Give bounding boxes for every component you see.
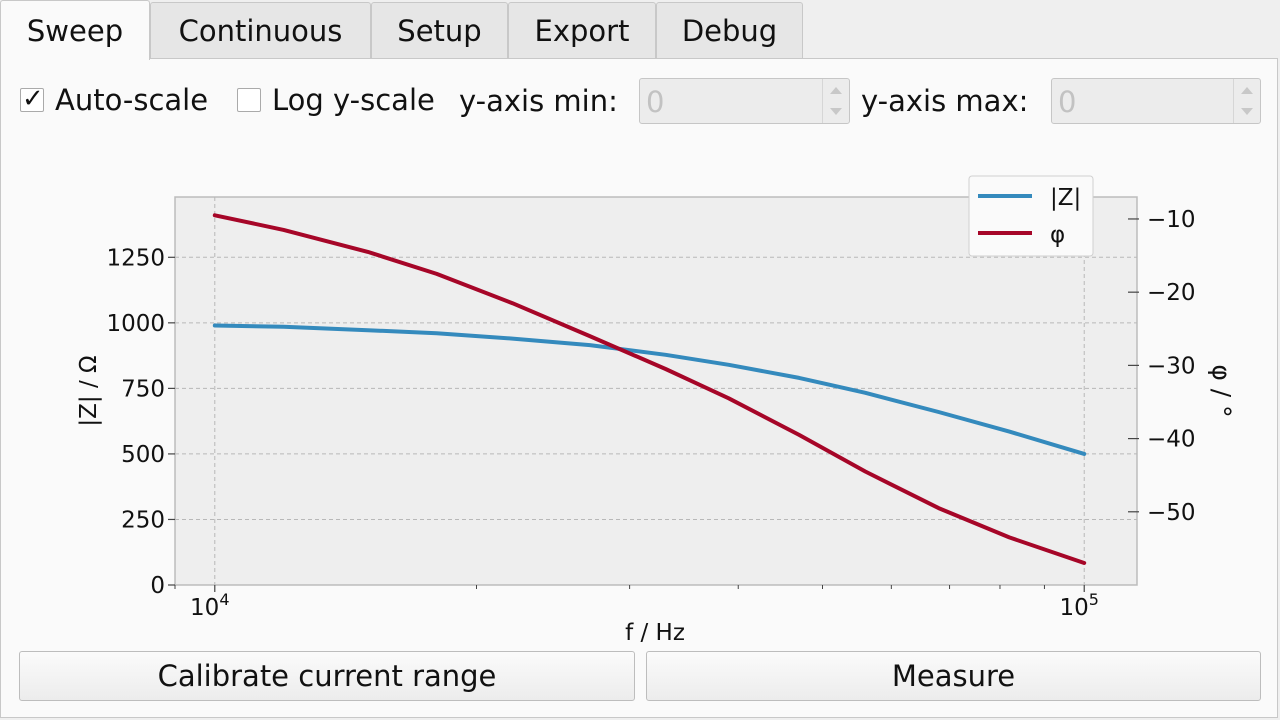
measure-button[interactable]: Measure	[646, 651, 1261, 701]
ymin-spinbox[interactable]: 0	[639, 78, 850, 124]
tab-export[interactable]: Export	[508, 2, 656, 58]
ymin-value: 0	[646, 85, 665, 119]
ymax-value: 0	[1058, 85, 1077, 119]
tab-setup[interactable]: Setup	[371, 2, 508, 58]
tab-bar: Sweep Continuous Setup Export Debug	[0, 0, 1280, 60]
tab-sweep[interactable]: Sweep	[0, 0, 150, 60]
log-y-checkbox[interactable]	[237, 88, 261, 112]
ymin-stepper[interactable]	[822, 79, 849, 123]
ymax-spinbox[interactable]: 0	[1051, 78, 1261, 124]
autoscale-checkbox[interactable]: ✓	[20, 84, 44, 114]
autoscale-label: Auto-scale	[55, 83, 209, 117]
tab-debug[interactable]: Debug	[656, 2, 803, 58]
sweep-panel	[0, 58, 1278, 718]
ymin-label: y-axis min:	[459, 84, 618, 118]
log-y-label: Log y-scale	[272, 83, 435, 117]
tab-continuous[interactable]: Continuous	[150, 2, 371, 58]
spin-down-icon[interactable]	[830, 108, 842, 115]
ymax-stepper[interactable]	[1233, 79, 1260, 123]
spin-up-icon[interactable]	[830, 87, 842, 94]
spin-down-icon[interactable]	[1241, 108, 1253, 115]
calibrate-button[interactable]: Calibrate current range	[19, 651, 635, 701]
ymax-label: y-axis max:	[861, 84, 1029, 118]
spin-up-icon[interactable]	[1241, 87, 1253, 94]
checkmark-icon: ✓	[22, 84, 44, 114]
